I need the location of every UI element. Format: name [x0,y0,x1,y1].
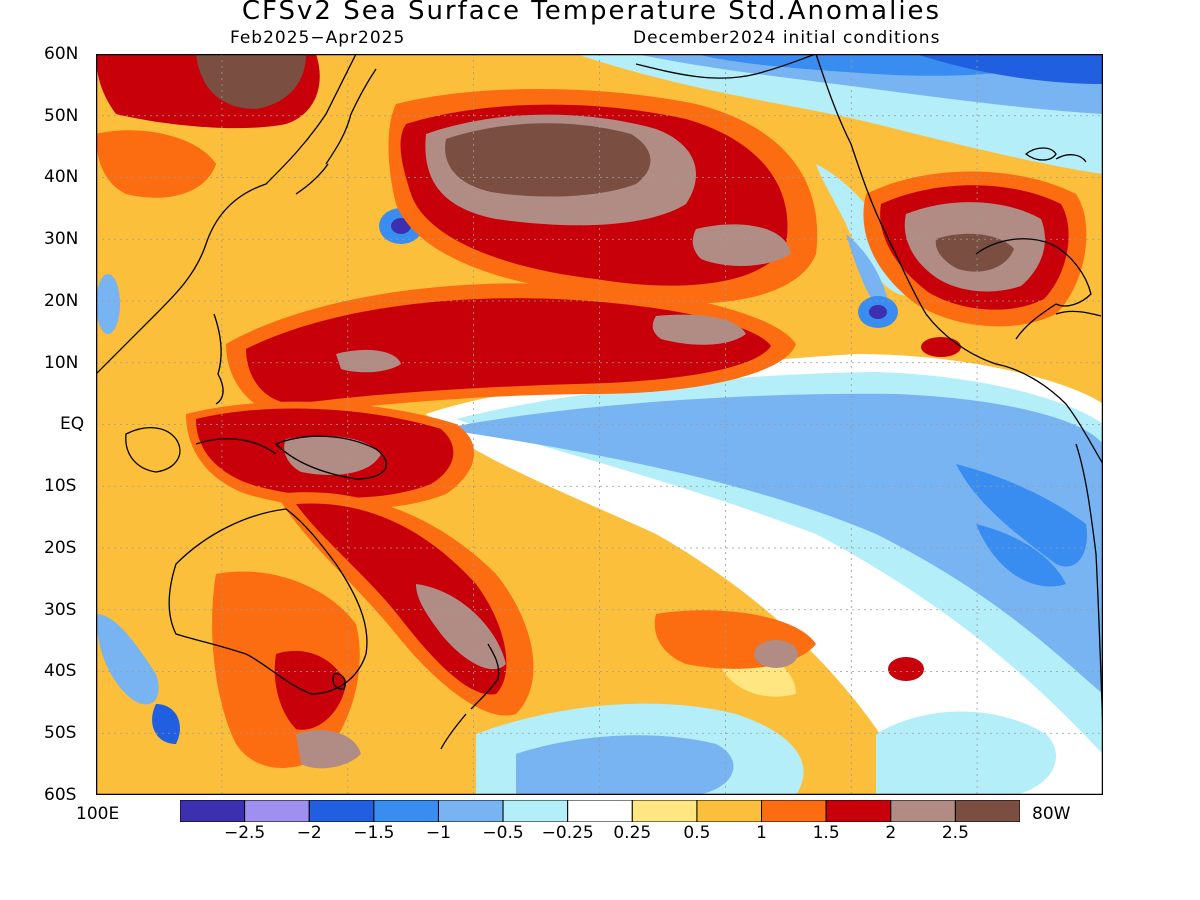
cold-eddies [96,208,898,334]
map-frame [96,54,1103,795]
colorbar-tick-label: −1 [425,823,451,843]
lat-label: 30S [44,600,77,620]
colorbar-tick-label: 2.5 [941,823,969,843]
warm-pool [186,401,534,716]
colorbar-swatch [954,800,1020,822]
tropical-warm-band [226,283,796,415]
colorbar-swatch [761,800,827,822]
colorbar-swatch [373,800,439,822]
colorbar-tick-label: 0.25 [613,823,652,843]
lat-label: 40N [44,167,79,187]
forecast-period: Feb2025−Apr2025 [230,28,406,48]
initial-conditions: December2024 initial conditions [633,28,941,48]
coastlines [96,54,1103,750]
colorbar-swatch [244,800,310,822]
lat-label: 10S [44,476,77,496]
lat-label: 50S [44,723,77,743]
colorbar-swatch [308,800,375,822]
map-title: CFSv2 Sea Surface Temperature Std.Anomal… [241,0,942,26]
nw-corner-warm [96,54,320,198]
lat-label: EQ [60,414,85,434]
lat-label: 60N [44,44,79,64]
colorbar-tick-label: 1 [756,823,767,843]
cold-tongue-region [426,354,1103,795]
colorbar-tick-label: −1.5 [353,823,395,843]
gulf-warm [863,171,1087,357]
colorbar-swatch [890,800,956,822]
colorbar-swatch [567,800,633,822]
colorbar-tick-label: −0.25 [541,823,594,843]
lat-label: 60S [44,785,77,805]
lat-label: 20S [44,538,77,558]
colorbar-swatch [631,800,698,822]
lat-label: 10N [44,353,79,373]
colorbar [180,800,1020,822]
colorbar-tick-label: 2 [885,823,897,843]
colorbar-swatch [696,800,763,822]
colorbar-tick-label: −0.5 [482,823,524,843]
colorbar-tick-label: 1.5 [812,823,840,843]
colorbar-tick-label: −2 [296,823,322,843]
colorbar-tick-label: 0.5 [683,823,711,843]
colorbar-swatch [437,800,504,822]
lat-label: 30N [44,229,79,249]
lat-label: 40S [44,661,77,681]
north-pacific-warm-blob [388,89,818,304]
lon-label-left: 100E [76,804,120,824]
lat-label: 20N [44,291,79,311]
tasman-warm [212,571,924,769]
colorbar-swatch [825,800,892,822]
lon-label-right: 80W [1032,804,1071,824]
lat-label: 50N [44,106,79,126]
north-pacific-cold-band [576,54,1103,315]
southern-ocean-cool [96,614,1056,795]
colorbar-tick-label: −2.5 [223,823,266,843]
colorbar-swatch [180,800,246,822]
sst-anomaly-map [96,54,1103,795]
colorbar-swatch [502,800,569,822]
